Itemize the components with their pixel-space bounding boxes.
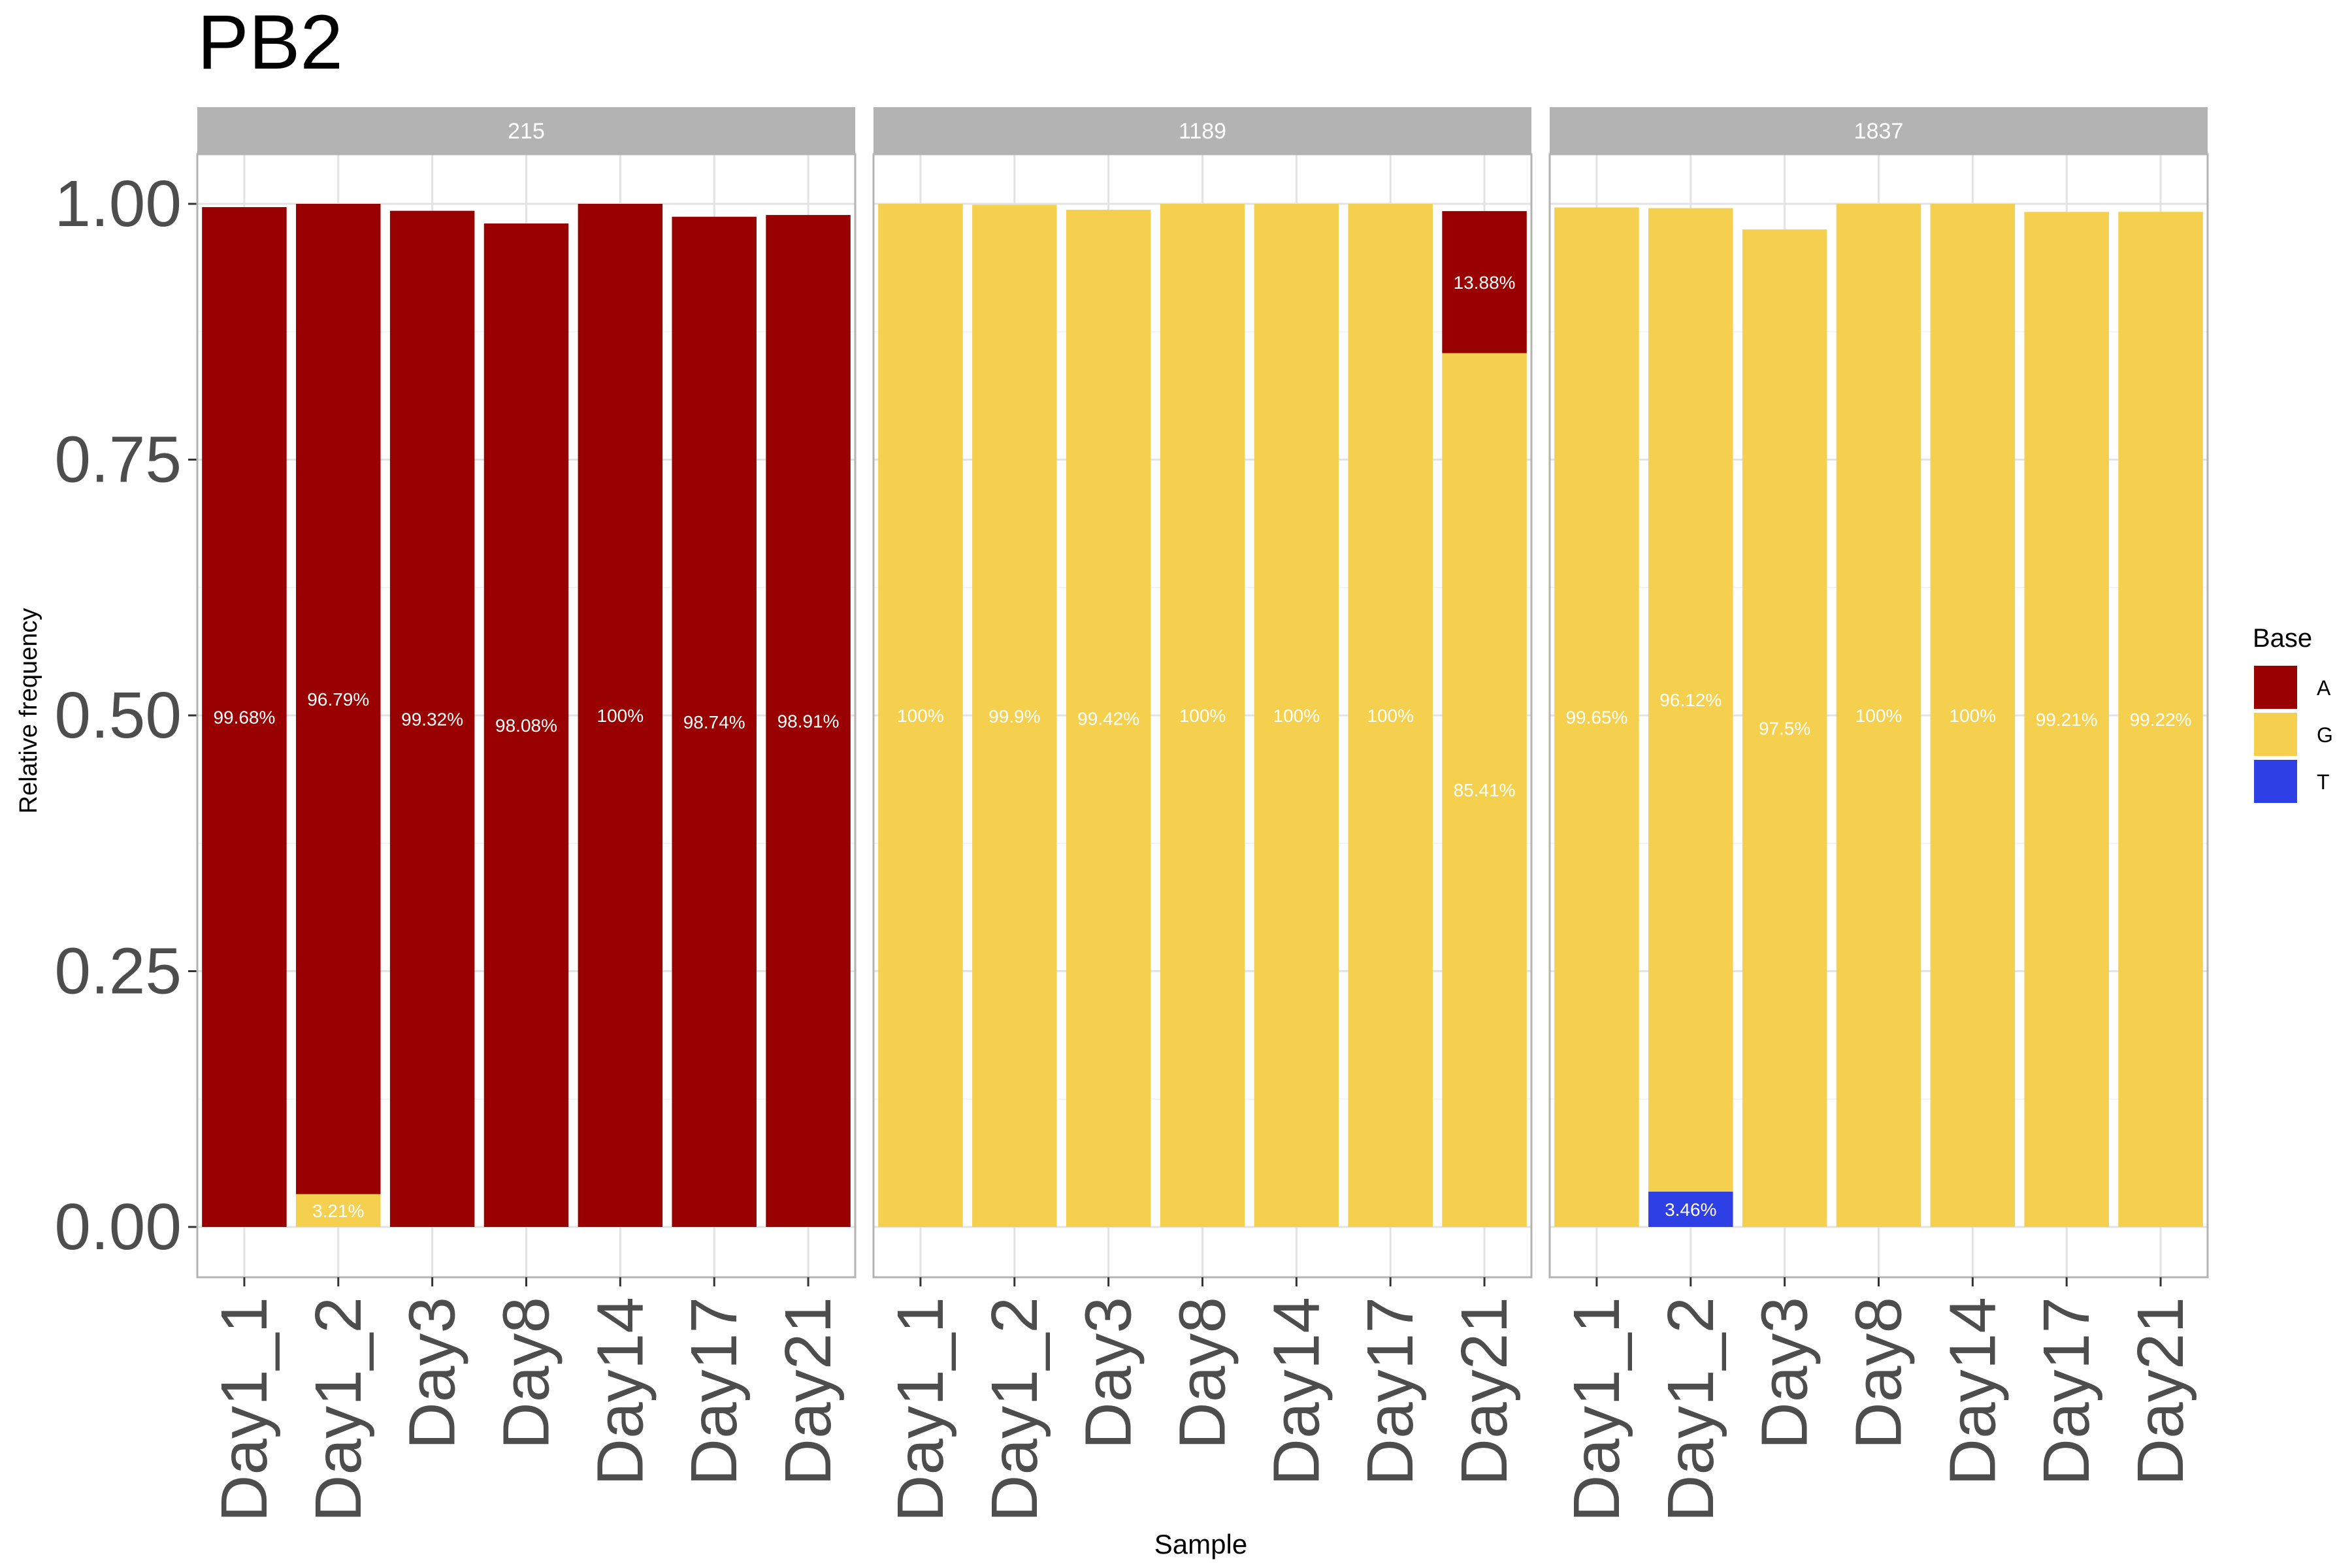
bar-segment-A (389, 210, 475, 1227)
bar-data-label: 96.79% (307, 689, 369, 710)
bar-segment-G (296, 1194, 381, 1227)
bar-data-label: 99.42% (1077, 709, 1139, 729)
bar-segment-A (296, 204, 381, 1194)
x-tick-label: Day1_1 (208, 1297, 281, 1522)
bar-segment-G (1836, 204, 1921, 1227)
bar-segment-G (1348, 204, 1433, 1227)
x-tick-label: Day8 (1842, 1297, 1916, 1449)
facet-panel-1837: 1837 99.65% 3.46% 96.12% 97.5% 100% 100% 99.21%… (1548, 107, 2209, 1522)
bar-data-label: 98.91% (777, 711, 840, 732)
bar-segment-G (2024, 212, 2109, 1228)
bar-data-label: 3.21% (312, 1201, 364, 1221)
y-tick-label: 0.00 (54, 1190, 182, 1264)
bar-segment-A (578, 204, 663, 1227)
facet-strip (874, 107, 1531, 154)
bar-data-label: 100% (597, 706, 644, 726)
bar-data-label: 100% (1367, 706, 1414, 726)
bar-data-label: 99.21% (2036, 710, 2098, 730)
chart-title: PB2 (197, 0, 343, 86)
bar-data-label: 100% (897, 706, 944, 726)
bar-data-label: 98.74% (683, 712, 745, 732)
bar-segment-A (1442, 211, 1527, 353)
x-tick-label: Day21 (1448, 1297, 1521, 1486)
facet-strip-label: 1189 (1179, 119, 1226, 144)
legend-key-A (2254, 666, 2297, 709)
x-tick-label: Day14 (583, 1297, 657, 1486)
bar-segment-G (1930, 204, 2016, 1227)
x-tick-label: Day1_1 (884, 1297, 957, 1522)
facet-strip (197, 107, 855, 154)
bar-segment-A (202, 207, 287, 1227)
legend-key-T (2254, 760, 2297, 803)
bar-data-label: 100% (1855, 706, 1903, 726)
legend-label: T (2317, 770, 2330, 794)
bar-segment-A (766, 215, 851, 1228)
bar-data-label: 98.08% (495, 715, 557, 736)
bar-segment-G (1254, 204, 1339, 1227)
x-tick-label: Day14 (1260, 1297, 1333, 1486)
x-tick-label: Day1_2 (302, 1297, 375, 1522)
bar-data-label: 99.65% (1565, 708, 1627, 728)
bar-data-label: 99.9% (988, 706, 1040, 727)
legend-label: G (2317, 723, 2333, 747)
bar-segment-G (1648, 208, 1733, 1192)
bar-segment-G (1742, 229, 1827, 1227)
legend-label: A (2317, 676, 2331, 700)
bar-segment-A (672, 216, 757, 1228)
x-tick-label: Day8 (490, 1297, 563, 1449)
bar-segment-G (1066, 210, 1151, 1228)
y-tick-label: 0.50 (54, 679, 182, 752)
bar-segment-T (1648, 1191, 1733, 1227)
facet-panel-215: 215 99.68% 3.21% 96.79% 99.32% 98.08% 100% 98.7… (196, 107, 857, 1522)
legend-key-G (2254, 713, 2297, 756)
bar-segment-G (878, 204, 963, 1227)
facet-panel-1189: 1189 100% 99.9% 99.42% 100% 100% 100% 85.41% 13.… (872, 107, 1533, 1522)
x-tick-label: Day21 (2124, 1297, 2197, 1486)
legend: Base AGT (2253, 624, 2333, 803)
facet-panels: 0.00 0.25 0.50 0.75 1.00 215 99.68% 3.21% 96.79%… (54, 107, 2209, 1522)
bar-data-label: 100% (1950, 706, 1997, 726)
bar-data-label: 99.22% (2130, 710, 2192, 730)
bar-data-label: 99.68% (213, 708, 275, 728)
legend-title: Base (2253, 624, 2312, 653)
bar-data-label: 3.46% (1665, 1200, 1716, 1220)
y-tick-label: 1.00 (54, 167, 182, 240)
bar-data-label: 85.41% (1454, 780, 1516, 800)
bar-data-label: 13.88% (1454, 272, 1516, 293)
x-tick-label: Day21 (772, 1297, 845, 1486)
y-tick-label: 0.75 (54, 423, 182, 497)
x-tick-label: Day3 (1748, 1297, 1821, 1449)
x-tick-label: Day17 (2030, 1297, 2103, 1486)
y-tick-label: 0.25 (54, 935, 182, 1008)
bar-data-label: 100% (1179, 706, 1226, 726)
x-tick-label: Day8 (1166, 1297, 1239, 1449)
x-tick-label: Day1_2 (978, 1297, 1051, 1522)
bar-segment-G (2118, 212, 2203, 1227)
facet-strip-label: 215 (508, 119, 545, 144)
bar-segment-G (1160, 204, 1245, 1227)
x-axis-title: Sample (1154, 1529, 1247, 1560)
x-tick-label: Day17 (1354, 1297, 1427, 1486)
bar-data-label: 96.12% (1659, 690, 1722, 710)
x-tick-label: Day1_2 (1654, 1297, 1727, 1522)
x-tick-label: Day3 (396, 1297, 469, 1449)
x-tick-label: Day1_1 (1560, 1297, 1633, 1522)
x-tick-label: Day17 (678, 1297, 751, 1486)
bar-segment-A (483, 223, 569, 1228)
y-axis-title: Relative frequency (15, 608, 42, 814)
bar-data-label: 97.5% (1759, 719, 1810, 739)
bar-data-label: 99.32% (401, 709, 463, 729)
bar-data-label: 100% (1273, 706, 1320, 726)
facet-strip-label: 1837 (1854, 119, 1904, 144)
bar-segment-G (1442, 353, 1527, 1227)
bar-segment-G (972, 204, 1057, 1227)
x-tick-label: Day14 (1936, 1297, 2009, 1486)
bar-segment-G (1554, 207, 1639, 1228)
facet-strip (1550, 107, 2208, 154)
x-tick-label: Day3 (1072, 1297, 1145, 1449)
